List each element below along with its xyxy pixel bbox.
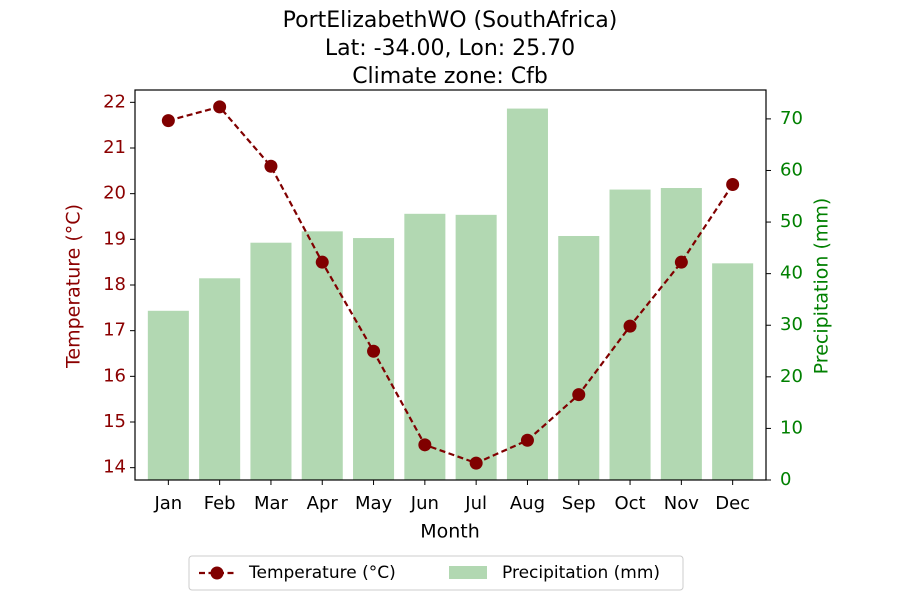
temperature-point-jan [161, 114, 175, 128]
temperature-point-dec [726, 178, 740, 192]
left-axis-ticks: 14 15 16 17 18 19 20 21 22 [103, 91, 135, 478]
temperature-point-oct [623, 319, 637, 333]
precipitation-bar-jul [455, 214, 497, 481]
left-tick-label: 18 [103, 274, 126, 295]
precipitation-bar-aug [506, 108, 548, 481]
x-tick-label: Dec [715, 493, 750, 514]
precipitation-bar-mar [250, 242, 292, 480]
chart-title-line-3: Climate zone: Cfb [352, 64, 548, 89]
temperature-line [161, 100, 740, 470]
right-axis-label: Precipitation (mm) [811, 198, 833, 375]
right-tick-label: 40 [780, 263, 803, 284]
x-axis-ticks: Jan Feb Mar Apr May Jun Jul Aug Sep Oct Nov Dec [153, 480, 750, 514]
x-tick-label: Sep [562, 493, 596, 514]
temperature-point-nov [674, 255, 688, 269]
x-tick-label: May [355, 493, 393, 514]
right-tick-label: 60 [780, 159, 803, 180]
temperature-point-aug [520, 433, 534, 447]
left-tick-label: 14 [103, 457, 126, 478]
right-tick-label: 0 [780, 469, 791, 490]
chart-title-line-2: Lat: -34.00, Lon: 25.70 [325, 36, 575, 61]
chart-legend: Temperature (°C) Precipitation (mm) [188, 555, 684, 591]
left-tick-label: 17 [103, 320, 126, 341]
right-tick-label: 20 [780, 366, 803, 387]
precipitation-bar-jun [404, 213, 446, 481]
x-tick-label: Jul [464, 493, 487, 514]
precipitation-bar-apr [301, 231, 343, 480]
legend-entry-temperature: Temperature (°C) [199, 563, 396, 583]
temperature-point-jul [469, 456, 483, 470]
precipitation-bars [147, 108, 754, 481]
precipitation-bar-nov [660, 188, 702, 480]
precipitation-bar-feb [199, 278, 241, 480]
precipitation-bar-jan [147, 310, 189, 480]
x-tick-label: Oct [614, 493, 645, 514]
x-axis-label: Month [420, 521, 480, 543]
precipitation-bar-may [353, 238, 395, 480]
x-tick-label: Feb [204, 493, 236, 514]
temperature-point-sep [572, 388, 586, 402]
temperature-point-feb [213, 100, 227, 114]
left-tick-label: 16 [103, 365, 126, 386]
x-tick-label: Nov [664, 493, 699, 514]
x-tick-label: Mar [254, 493, 289, 514]
x-tick-label: Jan [153, 493, 182, 514]
temperature-point-may [367, 344, 381, 358]
x-tick-label: Aug [510, 493, 545, 514]
precipitation-bar-dec [712, 263, 754, 480]
legend-bar-swatch [449, 566, 487, 579]
legend-box [188, 555, 684, 591]
temperature-point-mar [264, 159, 278, 173]
right-tick-label: 50 [780, 211, 803, 232]
left-tick-label: 15 [103, 411, 126, 432]
legend-marker-swatch [210, 566, 224, 580]
x-tick-label: Apr [307, 493, 339, 514]
right-tick-label: 10 [780, 417, 803, 438]
left-tick-label: 20 [103, 183, 126, 204]
left-tick-label: 19 [103, 228, 126, 249]
right-tick-label: 70 [780, 108, 803, 129]
right-tick-label: 30 [780, 314, 803, 335]
left-tick-label: 22 [103, 91, 126, 112]
chart-title-line-1: PortElizabethWO (SouthAfrica) [283, 8, 618, 33]
left-axis-label: Temperature (°C) [63, 204, 85, 369]
chart-title: PortElizabethWO (SouthAfrica) Lat: -34.0… [283, 8, 618, 89]
precipitation-bar-oct [609, 189, 651, 481]
legend-label-temperature: Temperature (°C) [248, 563, 396, 583]
x-tick-label: Jun [410, 493, 439, 514]
legend-entry-precipitation: Precipitation (mm) [449, 563, 660, 583]
legend-label-precipitation: Precipitation (mm) [502, 563, 660, 583]
temperature-point-jun [418, 438, 432, 452]
temperature-line-path [168, 105, 734, 465]
right-axis-ticks: 0 10 20 30 40 50 60 70 [766, 108, 803, 490]
precipitation-bar-sep [558, 235, 600, 480]
left-tick-label: 21 [103, 137, 126, 158]
temperature-point-apr [315, 255, 329, 269]
